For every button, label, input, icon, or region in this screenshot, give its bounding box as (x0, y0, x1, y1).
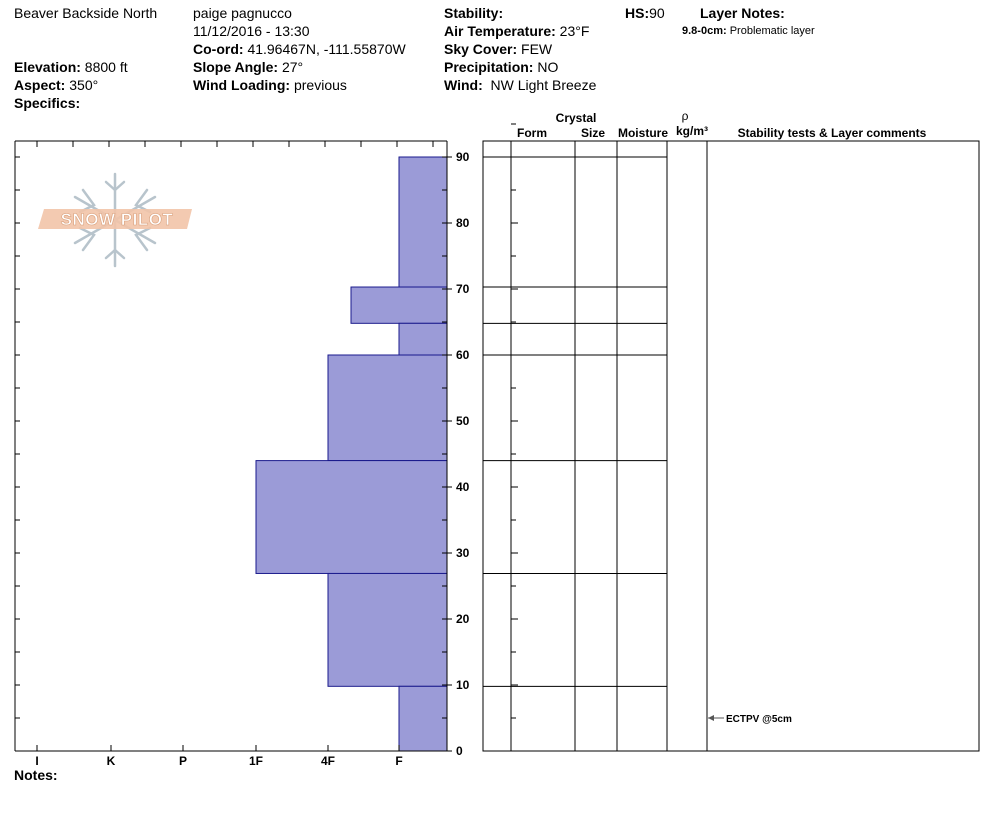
sky-label: Sky Cover: (444, 41, 518, 57)
precipitation: Precipitation: NO (444, 58, 558, 76)
slope-angle: Slope Angle: 27° (193, 58, 303, 76)
wind-loading-label: Wind Loading: (193, 77, 291, 93)
hardness-bar-1 (350, 286, 448, 324)
specifics-label: Specifics: (14, 95, 81, 111)
stability-test-label: ECTPV @5cm (726, 714, 792, 725)
hardness-label-1F: 1F (249, 754, 263, 768)
layer-note-depth: 9.8-0cm: (682, 25, 727, 37)
stability-test-marker: ECTPV @5cm (708, 714, 792, 725)
air-temp-value: 23°F (559, 23, 590, 39)
stability-comments-header: Stability tests & Layer comments (738, 126, 927, 140)
layer-note: 9.8-0cm: Problematic layer (682, 22, 815, 40)
hardness-label-I: I (35, 754, 38, 768)
depth-label-0: 0 (456, 744, 463, 758)
layer-note-text: Problematic layer (729, 25, 815, 37)
hardness-axis: I K P 1F 4F F (35, 745, 403, 768)
depth-label-40: 40 (456, 480, 470, 494)
depth-label-60: 60 (456, 348, 470, 362)
specifics: Specifics: (14, 94, 80, 112)
notes: Notes: (14, 766, 58, 784)
snow-height: HS:90 (625, 4, 665, 22)
depth-label-10: 10 (456, 678, 470, 692)
sky-cover: Sky Cover: FEW (444, 40, 552, 58)
hardness-bar-6 (398, 685, 448, 752)
hardness-label-P: P (179, 754, 187, 768)
layer-notes-heading: Layer Notes: (700, 4, 785, 22)
logo-text: SNOW PILOT (61, 210, 174, 229)
depth-label-30: 30 (456, 546, 470, 560)
depth-label-20: 20 (456, 612, 470, 626)
precip-value: NO (537, 59, 559, 75)
hardness-layers (255, 156, 448, 752)
hardness-bar-2 (398, 322, 448, 356)
depth-label-80: 80 (456, 216, 470, 230)
hardness-bar-5 (327, 572, 448, 687)
frame-ticks (15, 141, 447, 752)
coordinates: Co-ord: 41.96467N, -111.55870W (193, 40, 406, 58)
wind-value: NW Light Breeze (490, 77, 597, 93)
coord-label: Co-ord: (193, 41, 244, 57)
hardness-bar-3 (327, 354, 448, 462)
stability-label: Stability: (444, 5, 504, 21)
coord-value: 41.96467N, -111.55870W (247, 41, 406, 57)
density-unit-header: kg/m³ (676, 124, 708, 138)
hs-value: 90 (649, 5, 665, 21)
wind: Wind: NW Light Breeze (444, 76, 596, 94)
elevation: Elevation: 8800 ft (14, 58, 128, 76)
depth-label-50: 50 (456, 414, 470, 428)
aspect-label: Aspect: (14, 77, 66, 93)
notes-label: Notes: (14, 767, 58, 783)
elevation-value: 8800 ft (84, 59, 128, 75)
hs-label: HS: (625, 5, 650, 21)
crystal-header: Crystal (556, 111, 597, 125)
layer-boundary-lines (483, 156, 667, 687)
depth-label-90: 90 (456, 150, 470, 164)
observer-name: paige pagnucco (193, 5, 292, 21)
wind-label: Wind: (444, 77, 483, 93)
depth-label-70: 70 (456, 282, 470, 296)
layer-table-frame (482, 140, 980, 752)
hardness-label-K: K (107, 754, 116, 768)
hardness-bar-0 (398, 156, 448, 288)
aspect-value: 350° (69, 77, 99, 93)
sky-value: FEW (521, 41, 553, 57)
hardness-bar-4 (255, 460, 448, 574)
slope-label: Slope Angle: (193, 59, 279, 75)
wind-loading-value: previous (293, 77, 347, 93)
snowpilot-logo: SNOW PILOT (38, 172, 192, 268)
wind-loading: Wind Loading: previous (193, 76, 347, 94)
form-header: Form (517, 126, 547, 140)
rho-header: ρ (682, 109, 689, 123)
air-temp-label: Air Temperature: (444, 23, 556, 39)
stability: Stability: (444, 4, 503, 22)
air-temperature: Air Temperature: 23°F (444, 22, 589, 40)
moisture-header: Moisture (618, 126, 668, 140)
slope-value: 27° (281, 59, 304, 75)
marker-arrow (708, 715, 714, 721)
location-name: Beaver Backside North (14, 5, 158, 21)
size-header: Size (581, 126, 605, 140)
hardness-label-4F: 4F (321, 754, 335, 768)
aspect: Aspect: 350° (14, 76, 98, 94)
elevation-label: Elevation: (14, 59, 81, 75)
precip-label: Precipitation: (444, 59, 534, 75)
layer-notes-label: Layer Notes: (700, 5, 785, 21)
depth-axis: 0 10 20 30 40 50 60 70 80 90 (447, 123, 518, 758)
hardness-label-F: F (395, 754, 402, 768)
observation-datetime: 11/12/2016 - 13:30 (193, 23, 310, 39)
